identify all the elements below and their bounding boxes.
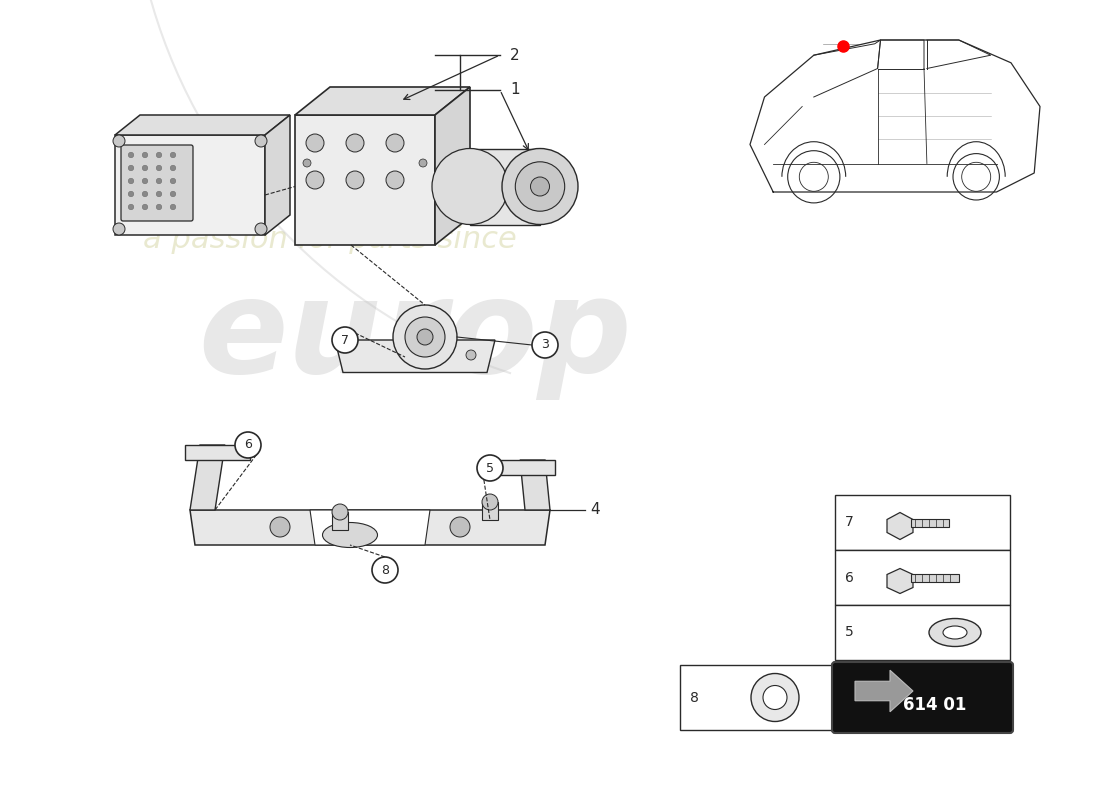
Circle shape <box>432 149 508 225</box>
Circle shape <box>235 432 261 458</box>
Circle shape <box>129 152 134 158</box>
Circle shape <box>482 494 498 510</box>
Circle shape <box>450 517 470 537</box>
Polygon shape <box>295 87 470 115</box>
Text: 6: 6 <box>244 438 252 451</box>
Circle shape <box>306 171 324 189</box>
Text: 8: 8 <box>690 690 698 705</box>
Circle shape <box>372 557 398 583</box>
Circle shape <box>156 204 162 210</box>
Circle shape <box>417 329 433 345</box>
Circle shape <box>502 149 578 225</box>
Ellipse shape <box>322 522 377 547</box>
Text: 7: 7 <box>845 515 854 530</box>
Circle shape <box>306 134 324 152</box>
Circle shape <box>515 162 564 211</box>
FancyBboxPatch shape <box>911 518 949 526</box>
Circle shape <box>477 455 503 481</box>
FancyBboxPatch shape <box>911 574 959 582</box>
Text: europ: europ <box>198 273 631 399</box>
Polygon shape <box>310 510 430 545</box>
Polygon shape <box>116 135 265 235</box>
Circle shape <box>170 166 176 170</box>
Text: 4: 4 <box>590 502 600 518</box>
Circle shape <box>346 171 364 189</box>
Polygon shape <box>295 115 434 245</box>
FancyBboxPatch shape <box>835 495 1010 550</box>
FancyBboxPatch shape <box>835 550 1010 605</box>
Polygon shape <box>887 569 913 594</box>
Circle shape <box>142 178 147 184</box>
Circle shape <box>170 204 176 210</box>
FancyBboxPatch shape <box>832 662 1013 733</box>
FancyBboxPatch shape <box>680 665 840 730</box>
Circle shape <box>170 191 176 197</box>
Circle shape <box>170 178 176 184</box>
Circle shape <box>386 171 404 189</box>
Text: 1: 1 <box>510 82 519 98</box>
Circle shape <box>156 166 162 170</box>
Text: 5: 5 <box>845 626 854 639</box>
Ellipse shape <box>943 626 967 639</box>
Text: 6: 6 <box>845 570 854 585</box>
Polygon shape <box>520 460 550 510</box>
Circle shape <box>332 327 358 353</box>
Circle shape <box>405 317 446 357</box>
FancyBboxPatch shape <box>121 145 192 221</box>
Polygon shape <box>485 460 556 475</box>
Circle shape <box>530 177 550 196</box>
Ellipse shape <box>930 618 981 646</box>
Circle shape <box>302 159 311 167</box>
Circle shape <box>270 517 290 537</box>
Circle shape <box>142 152 147 158</box>
Text: 3: 3 <box>541 338 549 351</box>
Text: 614 01: 614 01 <box>903 696 967 714</box>
Circle shape <box>419 159 427 167</box>
Circle shape <box>763 686 786 710</box>
Polygon shape <box>887 513 913 539</box>
Circle shape <box>156 152 162 158</box>
Circle shape <box>532 332 558 358</box>
Polygon shape <box>185 445 250 460</box>
Circle shape <box>113 135 125 147</box>
Circle shape <box>346 134 364 152</box>
Polygon shape <box>434 87 470 245</box>
Text: 5: 5 <box>486 462 494 474</box>
Circle shape <box>255 135 267 147</box>
Circle shape <box>156 178 162 184</box>
FancyBboxPatch shape <box>470 149 540 225</box>
Circle shape <box>129 204 134 210</box>
FancyBboxPatch shape <box>835 605 1010 660</box>
Text: a passion for parts since: a passion for parts since <box>143 226 517 254</box>
Circle shape <box>142 166 147 170</box>
Polygon shape <box>116 115 290 135</box>
Circle shape <box>751 674 799 722</box>
Circle shape <box>142 204 147 210</box>
Circle shape <box>170 152 176 158</box>
Text: 2: 2 <box>510 47 519 62</box>
Text: 7: 7 <box>341 334 349 346</box>
Polygon shape <box>855 670 913 712</box>
Circle shape <box>255 223 267 235</box>
Circle shape <box>129 178 134 184</box>
Circle shape <box>113 223 125 235</box>
Polygon shape <box>190 445 226 510</box>
Circle shape <box>129 191 134 197</box>
Circle shape <box>386 134 404 152</box>
Polygon shape <box>265 115 290 235</box>
Text: 8: 8 <box>381 563 389 577</box>
FancyBboxPatch shape <box>482 502 498 520</box>
Circle shape <box>332 504 348 520</box>
Circle shape <box>156 191 162 197</box>
Circle shape <box>466 350 476 360</box>
Polygon shape <box>190 510 550 545</box>
Circle shape <box>142 191 147 197</box>
FancyBboxPatch shape <box>332 512 348 530</box>
Circle shape <box>393 305 456 369</box>
Polygon shape <box>336 340 495 373</box>
Circle shape <box>129 166 134 170</box>
